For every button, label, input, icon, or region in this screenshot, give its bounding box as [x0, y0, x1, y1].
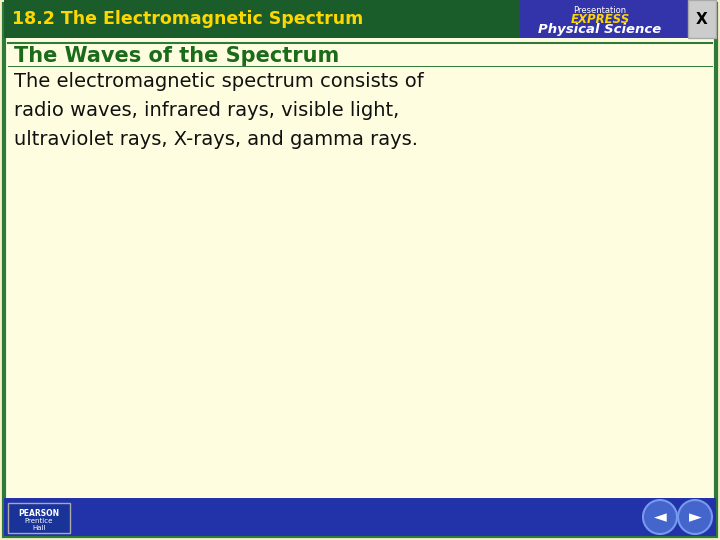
FancyBboxPatch shape — [8, 503, 70, 533]
Text: ultraviolet rays, X-rays, and gamma rays.: ultraviolet rays, X-rays, and gamma rays… — [14, 130, 418, 149]
Text: radio waves, infrared rays, visible light,: radio waves, infrared rays, visible ligh… — [14, 101, 400, 120]
Text: Physical Science: Physical Science — [539, 23, 662, 36]
FancyBboxPatch shape — [520, 0, 688, 38]
Circle shape — [643, 500, 677, 534]
FancyBboxPatch shape — [4, 0, 716, 38]
Text: ►: ► — [688, 508, 701, 526]
Text: The Waves of the Spectrum: The Waves of the Spectrum — [14, 46, 339, 66]
Text: Hall: Hall — [32, 525, 46, 531]
FancyBboxPatch shape — [4, 4, 716, 536]
Text: PEARSON: PEARSON — [19, 509, 60, 518]
Text: Prentice: Prentice — [24, 518, 53, 524]
Text: EXPRESS: EXPRESS — [570, 13, 629, 26]
Circle shape — [678, 500, 712, 534]
Text: X: X — [696, 11, 708, 26]
FancyBboxPatch shape — [4, 498, 716, 536]
Text: The electromagnetic spectrum consists of: The electromagnetic spectrum consists of — [14, 72, 424, 91]
Text: Presentation: Presentation — [573, 6, 626, 15]
FancyBboxPatch shape — [688, 0, 716, 38]
Text: 18.2 The Electromagnetic Spectrum: 18.2 The Electromagnetic Spectrum — [12, 10, 364, 28]
Text: ◄: ◄ — [654, 508, 667, 526]
